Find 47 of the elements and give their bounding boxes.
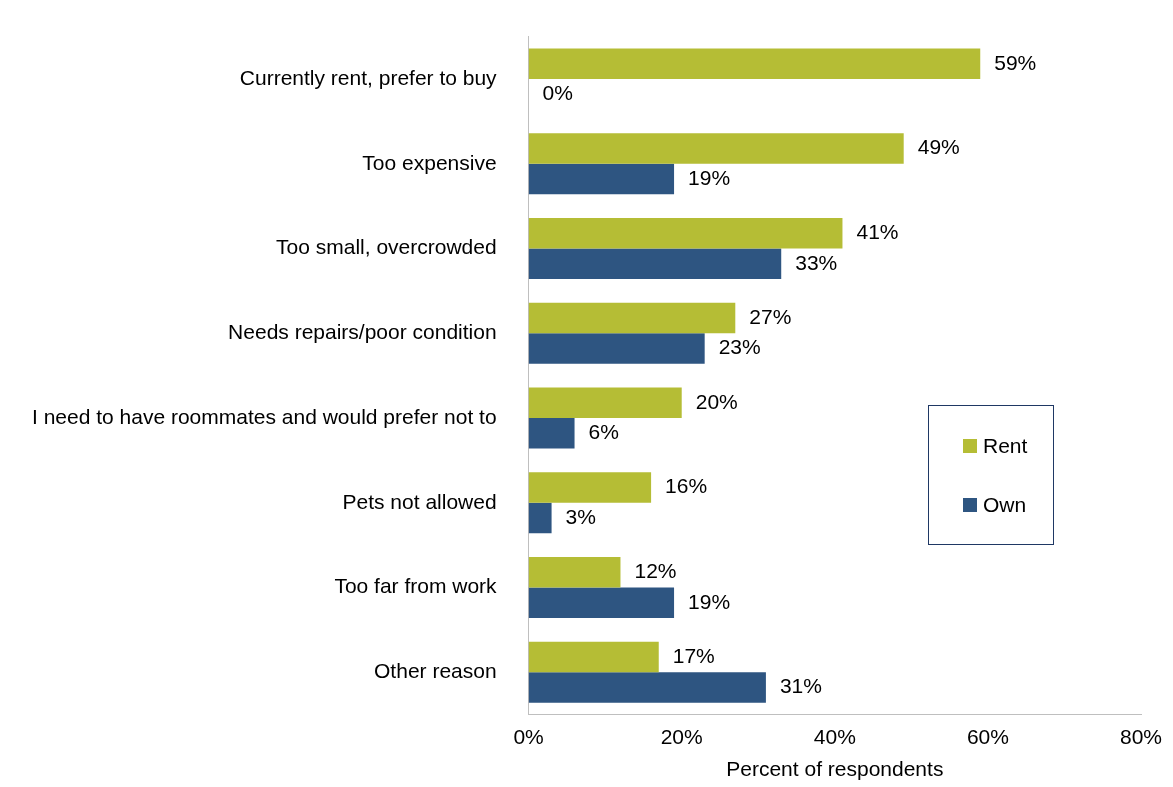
data-label: 27%	[749, 304, 792, 328]
data-label: 49%	[917, 135, 960, 159]
legend-label: Rent	[983, 433, 1028, 458]
x-tick-label: 80%	[1119, 725, 1163, 748]
y-tick-label: Pets not allowed	[342, 489, 497, 513]
x-tick-label: 0%	[513, 725, 544, 748]
data-label: 41%	[856, 220, 899, 244]
data-label: 31%	[779, 674, 822, 698]
data-label: 0%	[542, 81, 573, 105]
data-label: 33%	[795, 250, 838, 274]
y-tick-label: Too far from work	[334, 574, 498, 598]
data-label: 12%	[634, 559, 677, 583]
bar	[528, 472, 652, 503]
data-label: 20%	[695, 389, 738, 413]
bar	[528, 641, 659, 673]
bar	[528, 248, 782, 279]
bar	[528, 387, 682, 418]
y-tick-label: Other reason	[374, 659, 497, 683]
y-tick-label: Too expensive	[362, 150, 497, 174]
data-label: 19%	[688, 165, 731, 189]
bar	[528, 48, 981, 79]
bar	[528, 133, 904, 164]
bar	[528, 417, 575, 449]
data-label: 3%	[565, 504, 596, 528]
data-label: 23%	[718, 335, 761, 359]
x-tick-label: 40%	[813, 725, 856, 748]
y-tick-label: I need to have roommates and would prefer not to	[31, 404, 497, 428]
data-label: 19%	[688, 589, 731, 613]
bar	[528, 333, 705, 364]
data-label: 6%	[588, 420, 619, 444]
data-label: 17%	[672, 643, 715, 667]
x-axis-title: Percent of respondents	[726, 757, 944, 781]
y-tick-label: Too small, overcrowded	[276, 235, 497, 259]
legend-label: Own	[983, 492, 1027, 517]
bar	[528, 302, 736, 334]
x-tick-label: 20%	[660, 725, 703, 748]
bar	[528, 672, 766, 703]
data-label: 16%	[665, 474, 708, 498]
y-tick-label: Needs repairs/poor condition	[228, 320, 497, 344]
x-tick-label: 60%	[966, 725, 1009, 748]
bar	[528, 587, 675, 618]
y-tick-label: Currently rent, prefer to buy	[239, 65, 498, 89]
bar	[528, 556, 621, 588]
bar	[528, 502, 552, 534]
bar	[528, 217, 843, 249]
data-label: 59%	[994, 50, 1037, 74]
bar	[528, 163, 675, 195]
